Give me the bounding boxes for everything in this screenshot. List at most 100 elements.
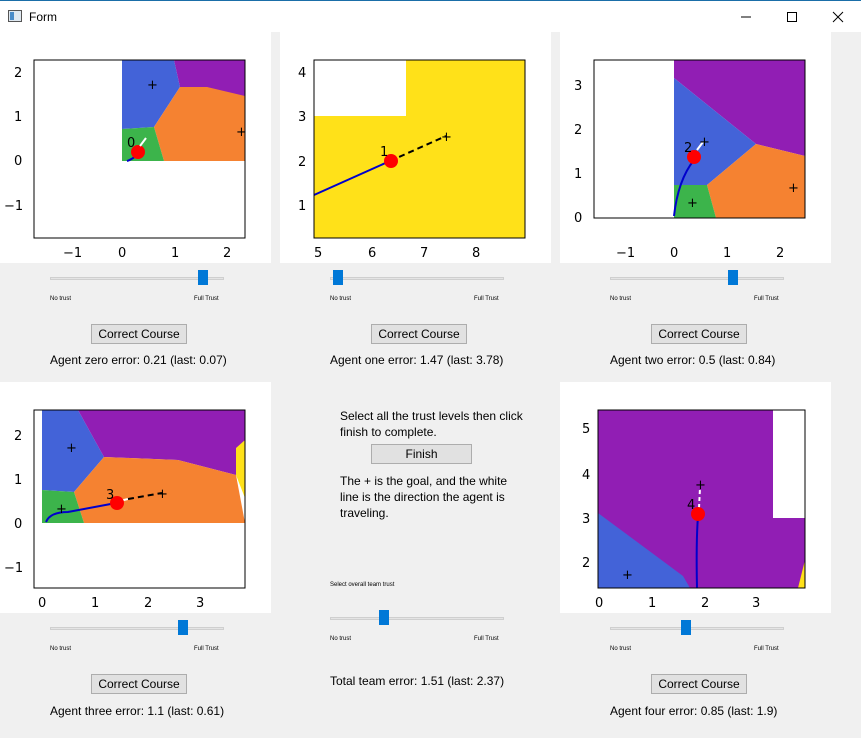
instructions-text: Select all the trust levels then click f… (340, 409, 523, 439)
goal-marker: + (66, 441, 77, 456)
correct-course-button[interactable]: Correct Course (91, 674, 187, 694)
y-tick-label: 2 (574, 123, 582, 138)
window-title: Form (29, 10, 57, 24)
team-error: Total team error: 1.51 (last: 2.37) (330, 674, 505, 688)
maximize-button[interactable] (769, 1, 815, 33)
goal-marker: + (157, 487, 168, 502)
x-tick-labels: −1 0 1 2 (616, 246, 784, 261)
finish-button[interactable]: Finish (371, 444, 472, 464)
slider-track (50, 627, 224, 630)
y-tick-label: 2 (582, 556, 590, 571)
correct-course-button[interactable]: Correct Course (371, 324, 467, 344)
y-tick-label: 1 (14, 110, 22, 125)
no-trust-label: No trust (50, 646, 72, 652)
correct-course-button[interactable]: Correct Course (651, 674, 747, 694)
agent-one-error: Agent one error: 1.47 (last: 3.78) (330, 353, 504, 367)
slider-track (330, 617, 504, 620)
no-trust-label: No trust (50, 296, 72, 302)
goal-marker: + (441, 130, 452, 145)
goal-marker: + (622, 568, 633, 583)
y-tick-label: 2 (14, 429, 22, 444)
agent-two-error: Agent two error: 0.5 (last: 0.84) (610, 353, 776, 367)
full-trust-label: Full Trust (194, 646, 219, 652)
agent-zero-trust-slider[interactable] (50, 269, 224, 289)
correct-course-button[interactable]: Correct Course (91, 324, 187, 344)
x-tick-label: 3 (196, 596, 204, 611)
x-tick-label: 2 (701, 596, 709, 611)
x-tick-label: 6 (368, 246, 376, 261)
y-tick-label: −1 (4, 199, 23, 214)
y-tick-label: 2 (298, 155, 306, 170)
y-tick-label: 5 (582, 422, 590, 437)
full-trust-label: Full Trust (474, 296, 499, 302)
maximize-icon (787, 12, 797, 22)
minimize-button[interactable] (723, 1, 769, 33)
full-trust-label: Full Trust (754, 646, 779, 652)
x-tick-label: 2 (144, 596, 152, 611)
slider-handle[interactable] (379, 610, 389, 625)
agent-three-trust-slider[interactable] (50, 619, 224, 639)
goal-marker: + (236, 125, 247, 140)
x-tick-label: 1 (91, 596, 99, 611)
goal-marker: + (695, 478, 706, 493)
legend-text: The + is the goal, and the white line is… (340, 474, 508, 520)
y-tick-label: 0 (14, 154, 22, 169)
y-tick-label: 3 (574, 79, 582, 94)
x-tick-labels: −1 0 1 2 (63, 246, 231, 261)
team-trust-slider[interactable] (330, 609, 504, 629)
agent-three-index-label: 3 (106, 488, 114, 503)
goal-marker: + (56, 502, 67, 517)
x-tick-label: 8 (472, 246, 480, 261)
agent-one-trust-slider[interactable] (330, 269, 504, 289)
x-tick-label: 0 (38, 596, 46, 611)
agent-two-trust-slider[interactable] (610, 269, 784, 289)
x-tick-label: 3 (752, 596, 760, 611)
x-tick-label: 0 (595, 596, 603, 611)
full-trust-label: Full Trust (754, 296, 779, 302)
minimize-icon (741, 16, 751, 18)
x-tick-label: 2 (776, 246, 784, 261)
no-trust-label: No trust (330, 636, 352, 642)
goal-marker: + (147, 78, 158, 93)
x-tick-label: 0 (670, 246, 678, 261)
y-tick-label: 0 (14, 517, 22, 532)
y-tick-labels: 2 1 0 −1 (4, 429, 23, 576)
x-tick-labels: 0 1 2 3 (38, 596, 204, 611)
agent-zero-index-label: 0 (127, 136, 135, 151)
goal-marker: + (788, 181, 799, 196)
agent-one-plot: 1 + 5 6 7 8 4 3 2 1 (280, 32, 551, 263)
slider-handle[interactable] (198, 270, 208, 285)
no-trust-label: No trust (610, 646, 632, 652)
slider-handle[interactable] (681, 620, 691, 635)
y-tick-labels: 5 4 3 2 (582, 422, 590, 571)
slider-handle[interactable] (333, 270, 343, 285)
x-tick-label: −1 (616, 246, 635, 261)
y-tick-label: 1 (574, 167, 582, 182)
agent-two-plot: 2 + + + −1 0 1 2 3 2 1 0 (560, 32, 831, 263)
agent-four-index-label: 4 (687, 498, 695, 513)
slider-handle[interactable] (728, 270, 738, 285)
x-tick-label: 1 (648, 596, 656, 611)
correct-course-button[interactable]: Correct Course (651, 324, 747, 344)
no-trust-label: No trust (330, 296, 352, 302)
title-bar: Form (0, 0, 861, 32)
x-tick-label: 2 (223, 246, 231, 261)
goal-marker: + (699, 135, 710, 150)
y-tick-label: 3 (582, 512, 590, 527)
y-tick-labels: 2 1 0 −1 (4, 66, 23, 214)
y-tick-label: 1 (298, 199, 306, 214)
close-button[interactable] (815, 1, 861, 33)
goal-marker: + (687, 196, 698, 211)
y-tick-label: 4 (298, 66, 306, 81)
agent-four-error: Agent four error: 0.85 (last: 1.9) (610, 704, 778, 718)
team-trust-label: Select overall team trust (330, 582, 395, 588)
full-trust-label: Full Trust (194, 296, 219, 302)
agent-four-trust-slider[interactable] (610, 619, 784, 639)
agent-zero-error: Agent zero error: 0.21 (last: 0.07) (50, 353, 227, 367)
app-icon (8, 10, 22, 22)
close-icon (832, 11, 844, 23)
slider-handle[interactable] (178, 620, 188, 635)
y-tick-label: 4 (582, 468, 590, 483)
x-tick-label: 0 (118, 246, 126, 261)
x-tick-label: −1 (63, 246, 82, 261)
